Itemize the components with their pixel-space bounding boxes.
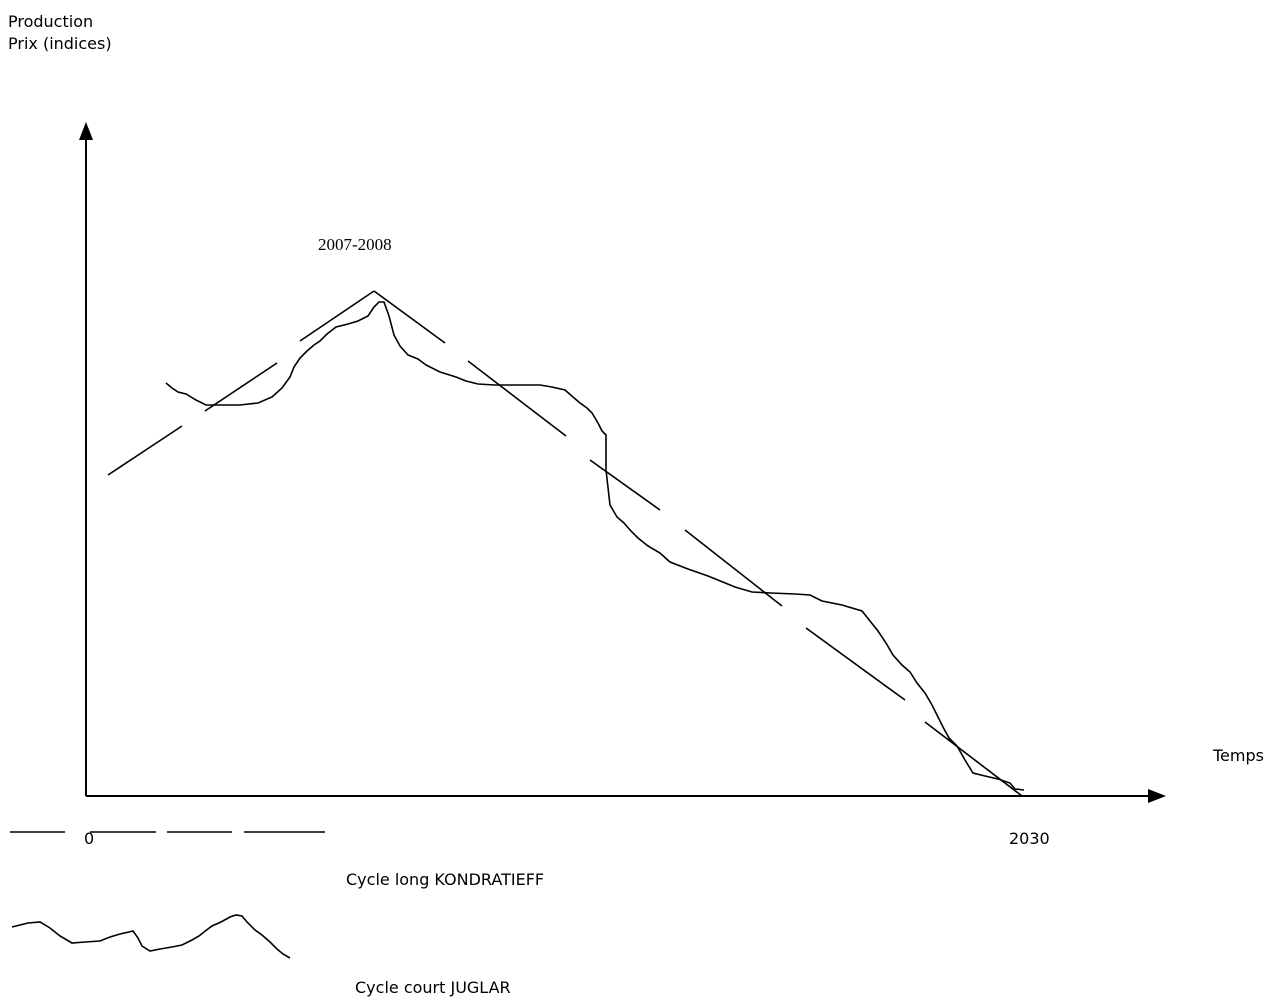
juglar-short-cycle [165, 301, 1025, 791]
x-axis-label: Temps [1213, 746, 1264, 765]
x-axis-end-tick: 2030 [1009, 829, 1050, 848]
x-axis-start-tick: 0 [84, 829, 95, 848]
y-axis-label-line2: Prix (indices) [8, 34, 112, 53]
kondratieff-long-cycle [107, 290, 1023, 797]
legend-short-cycle-swatch [11, 914, 291, 959]
peak-annotation: 2007-2008 [318, 235, 392, 254]
y-axis-arrowhead [79, 122, 93, 140]
y-axis-label-line1: Production [8, 12, 94, 31]
legend-long-cycle-label: Cycle long KONDRATIEFF [346, 870, 545, 889]
legend-short-cycle-label: Cycle court JUGLAR [355, 978, 511, 997]
x-axis-arrowhead [1148, 789, 1166, 803]
